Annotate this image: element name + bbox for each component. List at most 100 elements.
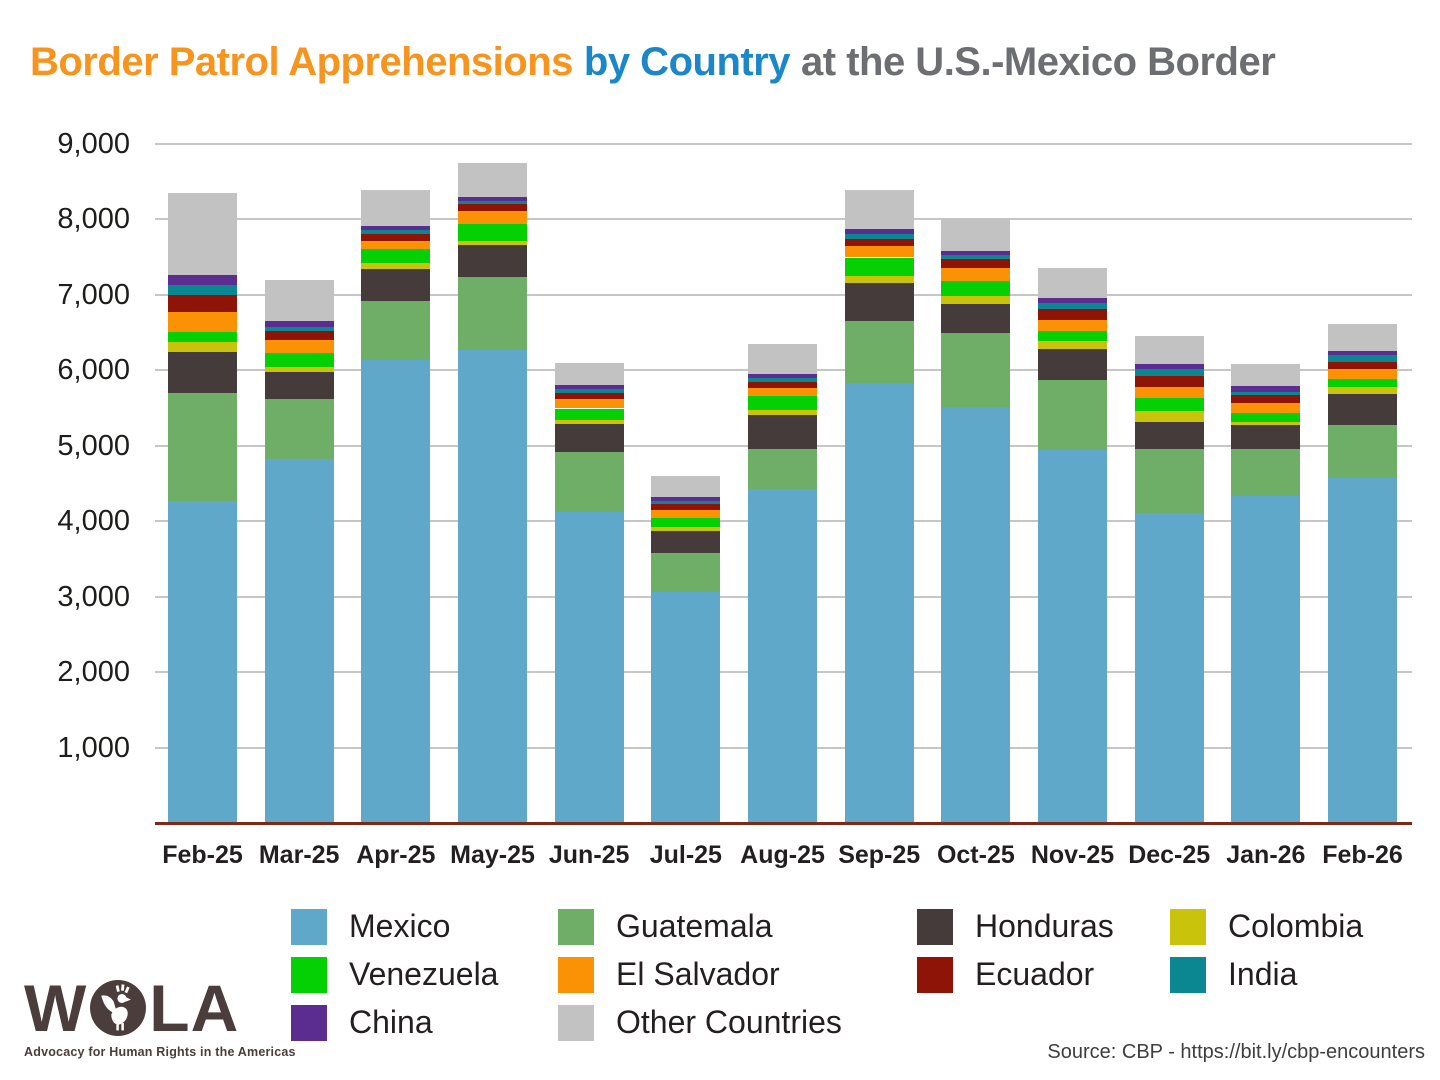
y-axis-tick-7000: 7,000: [57, 278, 130, 311]
bar-segment-india-oct-25: [941, 255, 1011, 259]
legend-label-venezuela: Venezuela: [349, 956, 499, 992]
bar-segment-china-jan-26: [1231, 385, 1301, 392]
legend-item-el-salvador: El Salvador: [558, 956, 842, 993]
bar-segment-venezuela-sep-25: [844, 257, 914, 277]
legend-item-honduras: Honduras: [917, 908, 1114, 945]
bar-segment-mexico-mar-25: [264, 459, 334, 823]
wola-bird-emblem-icon: [90, 980, 147, 1036]
bar-segment-honduras-jan-26: [1231, 425, 1301, 450]
x-axis-label-nov-25: Nov-25: [1030, 841, 1115, 869]
bar-segment-other-countries-apr-25: [361, 189, 431, 226]
legend-swatch-other-countries: [558, 1004, 594, 1041]
bar-segment-el-salvador-mar-25: [264, 340, 334, 353]
bar-segment-india-nov-25: [1038, 303, 1108, 309]
bar-segment-china-oct-25: [941, 251, 1011, 256]
bar-segment-el-salvador-sep-25: [844, 246, 914, 258]
x-axis-label-mar-25: Mar-25: [258, 841, 340, 869]
wola-wordmark: W LA: [24, 975, 296, 1041]
bar-segment-india-feb-26: [1328, 354, 1398, 363]
bar-segment-guatemala-jul-25: [651, 552, 721, 592]
y-axis-tick-4000: 4,000: [57, 505, 130, 537]
bar-segment-china-apr-25: [361, 225, 431, 230]
legend-item-china: China: [291, 1004, 498, 1041]
wola-tagline: Advocacy for Human Rights in the America…: [24, 1045, 296, 1059]
bar-segment-china-dec-25: [1134, 364, 1204, 370]
bar-segment-guatemala-nov-25: [1038, 379, 1108, 451]
gridline-8000: [155, 218, 1412, 220]
bar-segment-mexico-sep-25: [844, 382, 914, 823]
bar-segment-guatemala-apr-25: [361, 300, 431, 361]
bar-segment-mexico-jan-26: [1231, 496, 1301, 823]
bar-segment-other-countries-jul-25: [651, 476, 721, 497]
legend-swatch-india: [1170, 956, 1206, 993]
legend-label-el-salvador: El Salvador: [616, 956, 780, 992]
x-axis-label-jun-25: Jun-25: [548, 841, 630, 869]
x-axis-label-jan-26: Jan-26: [1226, 841, 1306, 869]
bar-segment-venezuela-oct-25: [941, 280, 1011, 297]
legend-label-colombia: Colombia: [1228, 908, 1364, 944]
bar-segment-mexico-nov-25: [1038, 450, 1108, 823]
bar-segment-other-countries-nov-25: [1038, 267, 1108, 299]
legend-swatch-venezuela: [291, 956, 327, 993]
bar-segment-india-feb-25: [168, 284, 237, 296]
bar-segment-venezuela-nov-25: [1038, 331, 1108, 341]
bar-segment-colombia-oct-25: [941, 296, 1011, 304]
bar-segment-venezuela-jul-25: [651, 518, 721, 528]
bar-segment-colombia-apr-25: [361, 263, 431, 269]
bar-segment-ecuador-sep-25: [844, 238, 914, 247]
bar-segment-el-salvador-feb-26: [1328, 368, 1398, 379]
legend-column-2: Guatemala El Salvador Other Countries: [558, 908, 842, 1041]
legend-label-honduras: Honduras: [975, 908, 1114, 944]
wola-logo: W LA Advocacy for Human Rights in the Am…: [24, 975, 296, 1059]
bar-segment-other-countries-aug-25: [748, 344, 818, 374]
bar-segment-honduras-nov-25: [1038, 348, 1108, 380]
bar-segment-mexico-jul-25: [651, 591, 721, 823]
bar-segment-ecuador-jan-26: [1231, 394, 1301, 404]
chart-legend: Mexico Venezuela China Guatemala El Salvado…: [0, 908, 1440, 1058]
bar-segment-guatemala-sep-25: [844, 320, 914, 383]
legend-label-mexico: Mexico: [349, 908, 451, 944]
bar-segment-guatemala-feb-25: [168, 393, 237, 501]
source-attribution: Source: CBP - https://bit.ly/cbp-encount…: [1047, 1041, 1425, 1063]
title-segment-apprehensions: Border Patrol Apprehensions: [30, 40, 573, 84]
title-segment-border: at the U.S.-Mexico Border: [801, 40, 1276, 84]
bar-segment-guatemala-feb-26: [1328, 425, 1398, 478]
legend-label-other-countries: Other Countries: [616, 1004, 842, 1040]
bar-segment-venezuela-mar-25: [264, 352, 334, 367]
bar-segment-china-nov-25: [1038, 298, 1108, 304]
y-axis-tick-9000: 9,000: [57, 127, 130, 160]
bar-segment-el-salvador-dec-25: [1134, 387, 1204, 398]
bar-segment-china-sep-25: [844, 228, 914, 234]
bar-segment-honduras-mar-25: [264, 372, 334, 400]
bar-segment-venezuela-feb-25: [168, 331, 237, 343]
y-axis-tick-5000: 5,000: [57, 429, 130, 462]
bar-segment-other-countries-jun-25: [554, 363, 624, 386]
bar-segment-honduras-sep-25: [844, 283, 914, 321]
legend-swatch-colombia: [1170, 908, 1206, 945]
x-axis-label-aug-25: Aug-25: [740, 841, 825, 869]
legend-item-ecuador: Ecuador: [917, 956, 1114, 993]
bar-segment-guatemala-aug-25: [748, 449, 818, 489]
y-axis-tick-3000: 3,000: [57, 580, 130, 613]
bar-segment-india-aug-25: [748, 377, 818, 383]
legend-label-guatemala: Guatemala: [616, 908, 773, 944]
legend-label-ecuador: Ecuador: [975, 956, 1095, 992]
bar-segment-china-jun-25: [554, 385, 624, 390]
bar-segment-other-countries-oct-25: [941, 219, 1011, 252]
x-axis-label-apr-25: Apr-25: [356, 841, 436, 869]
legend-swatch-mexico: [291, 908, 327, 945]
legend-swatch-guatemala: [558, 908, 594, 945]
bar-segment-honduras-oct-25: [941, 303, 1011, 333]
bar-segment-india-apr-25: [361, 229, 431, 235]
x-axis-label-oct-25: Oct-25: [936, 841, 1015, 869]
bar-segment-mexico-feb-26: [1328, 477, 1398, 823]
bar-segment-ecuador-feb-26: [1328, 362, 1398, 369]
bar-segment-ecuador-jul-25: [651, 504, 721, 511]
bar-segment-el-salvador-jul-25: [651, 510, 721, 519]
legend-label-china: China: [349, 1004, 433, 1040]
bar-segment-mexico-aug-25: [748, 488, 818, 823]
bar-segment-mexico-jun-25: [554, 511, 624, 823]
legend-item-mexico: Mexico: [291, 908, 498, 945]
